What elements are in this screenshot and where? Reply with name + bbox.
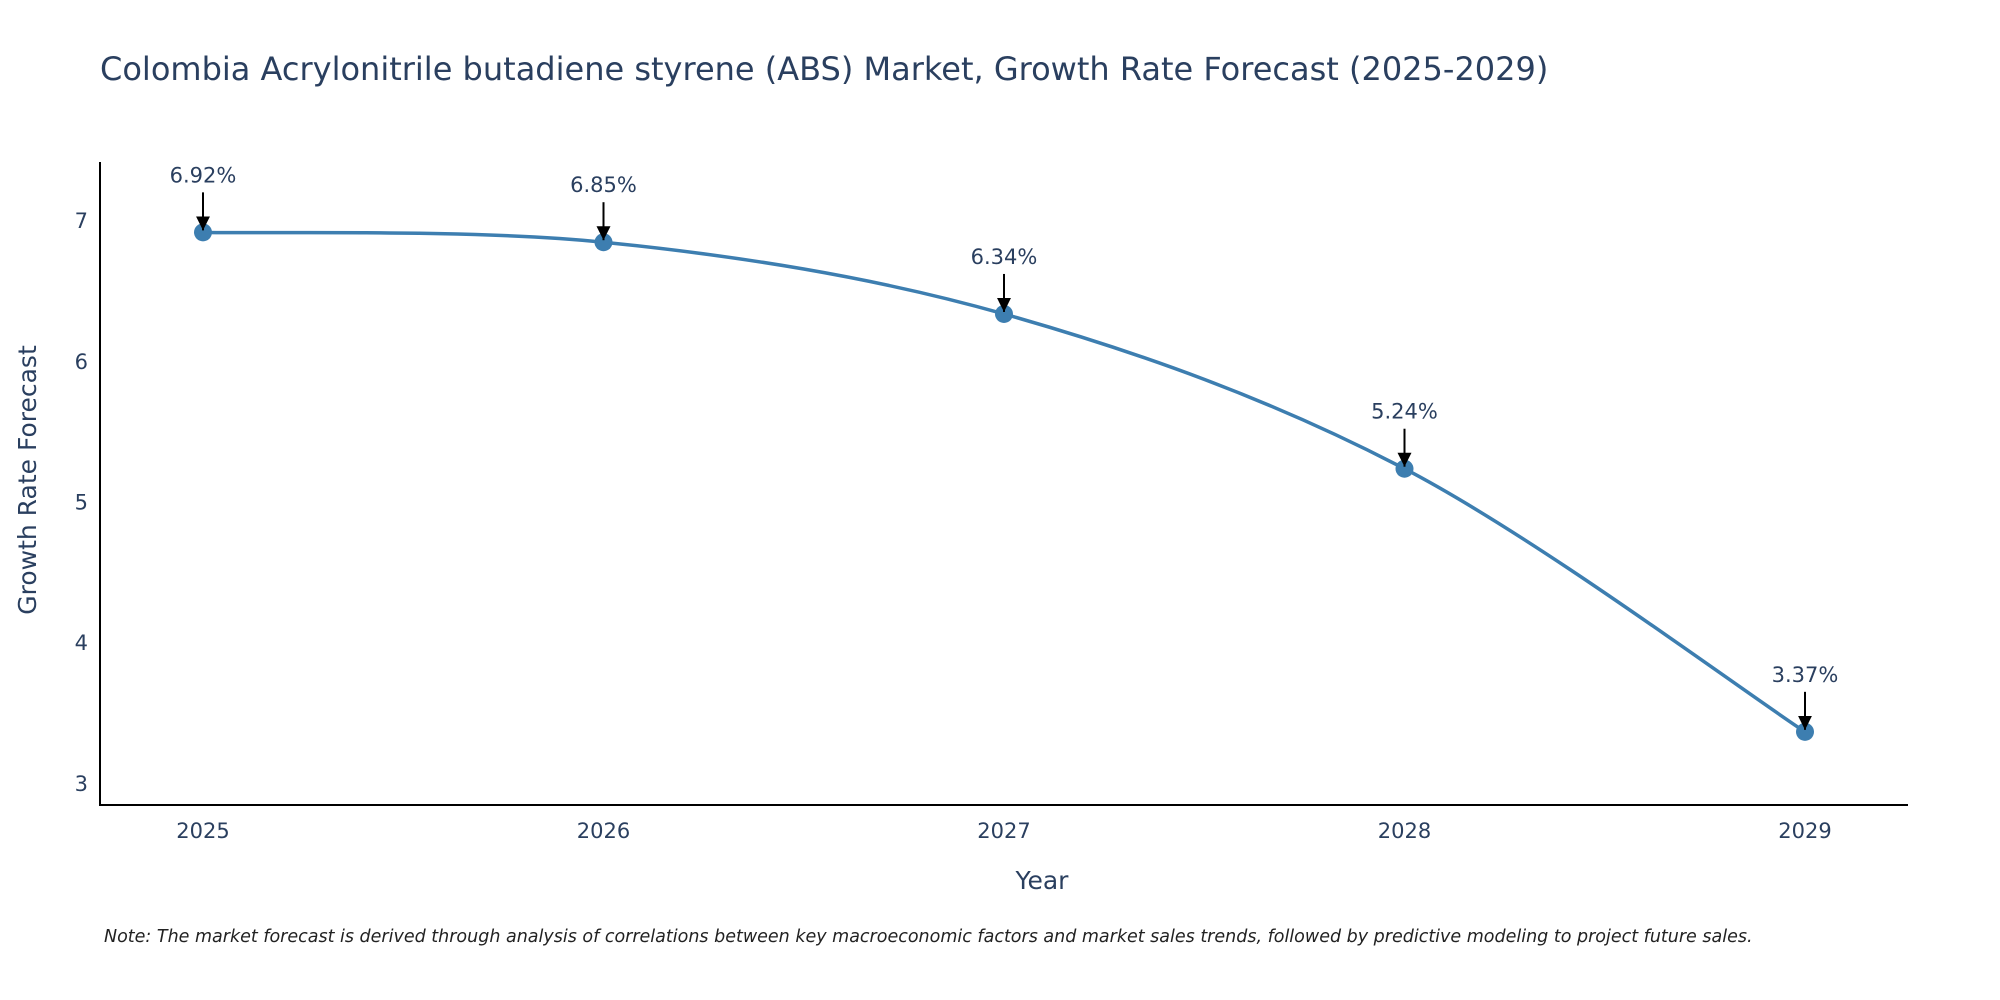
x-tick-label: 2025	[176, 819, 229, 843]
data-label-2028: 5.24%	[1371, 400, 1438, 424]
y-tick-label: 7	[75, 209, 88, 233]
x-axis-ticks: 2025 2026 2027 2028 2029	[176, 819, 1831, 843]
chart-title: Colombia Acrylonitrile butadiene styrene…	[100, 50, 1548, 88]
y-axis-ticks: 3 4 5 6 7	[75, 209, 88, 796]
x-axis-title: Year	[1015, 866, 1070, 895]
y-tick-label: 3	[75, 772, 88, 796]
x-tick-label: 2026	[577, 819, 630, 843]
x-tick-label: 2029	[1778, 819, 1831, 843]
y-tick-label: 5	[75, 490, 88, 514]
y-tick-label: 4	[75, 631, 88, 655]
x-tick-label: 2028	[1378, 819, 1431, 843]
data-label-2026: 6.85%	[570, 173, 637, 197]
data-annotations: 6.92% 6.85% 6.34% 5.24% 3.37%	[170, 163, 1839, 730]
data-label-2025: 6.92%	[170, 163, 237, 187]
forecast-note: Note: The market forecast is derived thr…	[104, 927, 1753, 947]
data-label-2027: 6.34%	[971, 245, 1038, 269]
x-tick-label: 2027	[977, 819, 1030, 843]
y-axis-title: Growth Rate Forecast	[13, 345, 42, 615]
data-label-2029: 3.37%	[1772, 663, 1839, 687]
y-tick-label: 6	[75, 350, 88, 374]
